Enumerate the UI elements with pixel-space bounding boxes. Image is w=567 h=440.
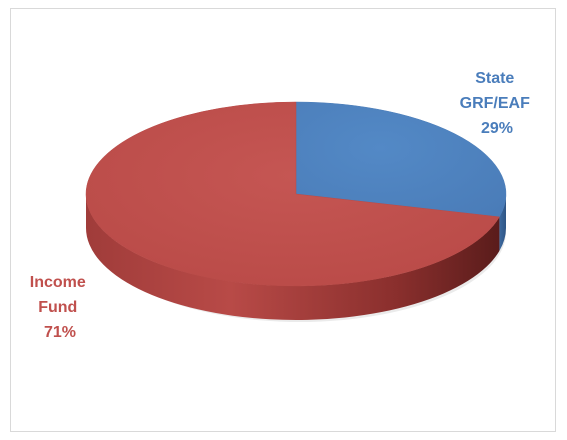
- pie-side-income-fund: [86, 194, 500, 321]
- pie-slice-income-fund: [85, 101, 500, 287]
- slice-label-state-grf-eaf: State GRF/EAF 29%: [460, 70, 535, 137]
- slice-label-income-fund: Income Fund 71%: [30, 274, 90, 341]
- pie-slice-state-grf-eaf: [295, 101, 507, 218]
- pie-side-state-grf-eaf: [499, 194, 506, 251]
- pie-top-layer: [85, 101, 507, 287]
